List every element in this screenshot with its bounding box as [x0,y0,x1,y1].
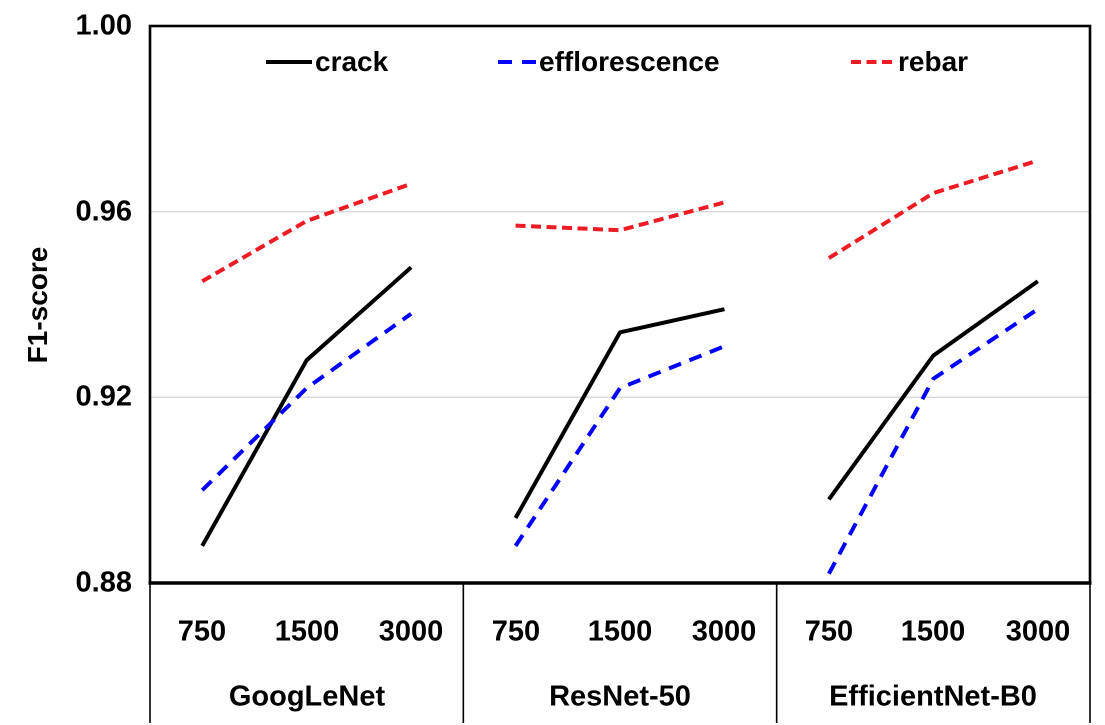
rebar-line-resnet-50 [515,200,725,233]
y-axis-title: F1-score [22,246,53,364]
x-tick-label: 1500 [274,615,340,648]
y-tick-label: 0.92 [75,380,132,413]
legend-label-efflorescence: efflorescence [539,46,720,77]
rebar-line-googlenet [201,181,412,284]
legend-item-crack: crack [266,46,388,78]
x-group-label-resnet50: ResNet-50 [549,680,691,713]
y-tick-label: 0.96 [75,195,132,228]
plot-border [148,24,1092,585]
x-tick-label: 1500 [900,615,966,648]
rebar-line-swatch-icon [851,60,895,64]
crack-line-swatch-icon [266,60,312,64]
crack-line-googlenet [200,265,413,547]
x-tick-label: 750 [491,615,541,648]
x-group-label-googlenet: GoogLeNet [228,680,386,713]
legend-label-rebar: rebar [898,46,969,77]
efflorescence-line-efficientnet-b0 [827,307,1039,575]
x-tick-label: 750 [804,615,854,648]
x-tick-label: 3000 [1005,615,1071,648]
legend-item-rebar: rebar [851,46,968,78]
efflorescence-line-resnet-50 [513,344,726,547]
crack-line-efficientnet-b0 [827,279,1039,501]
x-tick-label: 3000 [378,615,444,648]
rebar-line-efficientnet-b0 [827,158,1039,260]
x-tick-label: 750 [177,615,227,648]
y-tick-label: 0.88 [75,566,132,599]
efflorescence-line-swatch-icon [498,60,536,64]
legend-label-crack: crack [315,46,389,77]
y-tick-label: 1.00 [75,9,132,42]
x-tick-label: 3000 [691,615,757,648]
efflorescence-line-googlenet [200,312,413,492]
x-tick-label: 1500 [587,615,653,648]
legend-item-efflorescence: efflorescence [498,46,720,78]
crack-line-resnet-50 [513,307,725,519]
x-group-label-efficientnetb0: EfficientNet-B0 [829,680,1037,713]
